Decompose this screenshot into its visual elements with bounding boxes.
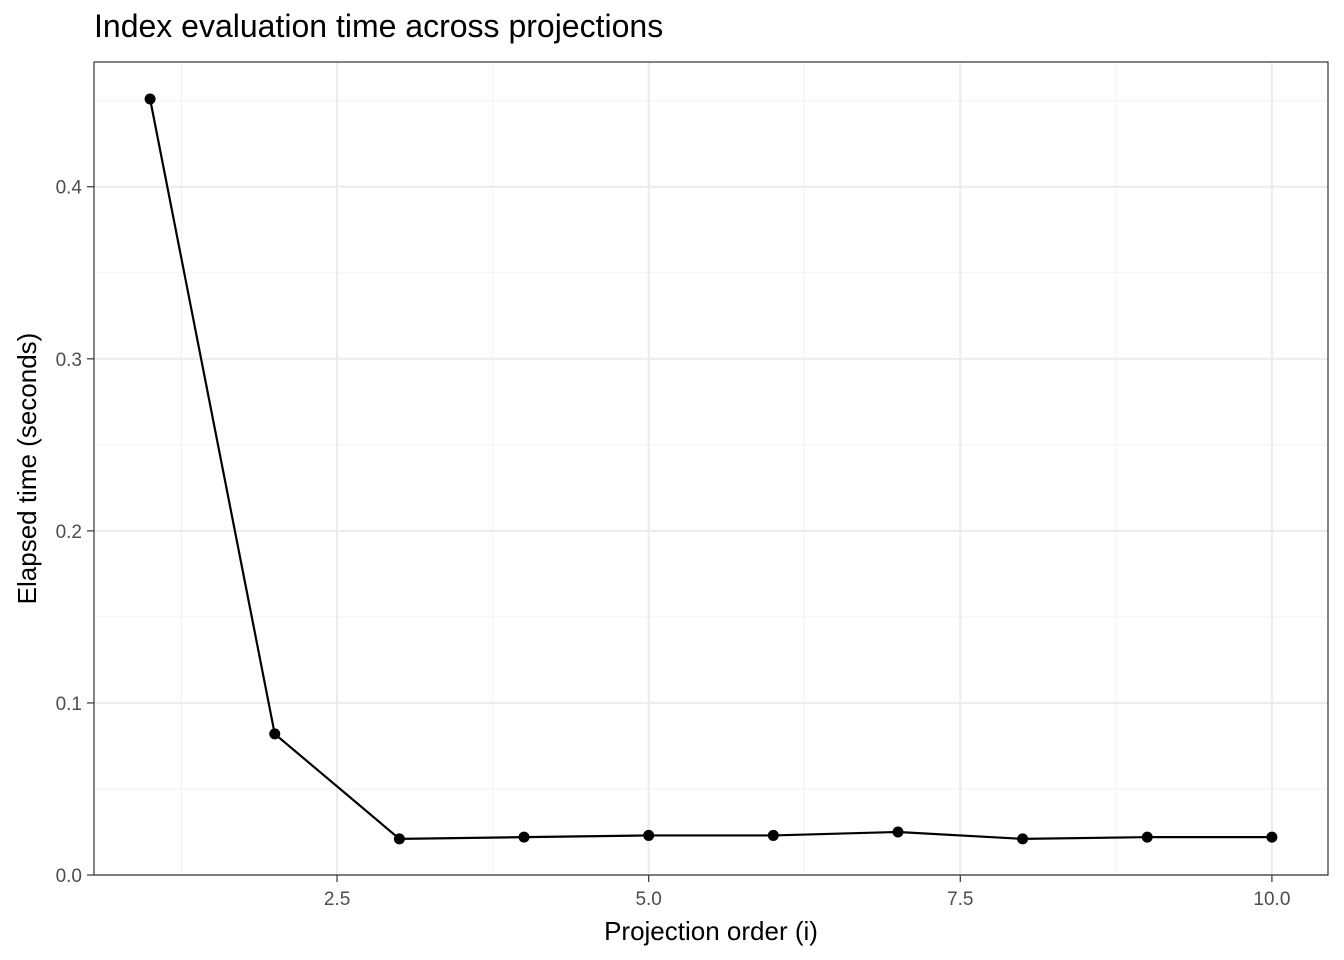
data-point — [1266, 831, 1278, 843]
major-gridlines — [94, 62, 1328, 876]
y-axis-title: Elapsed time (seconds) — [12, 333, 42, 605]
data-point — [393, 833, 405, 845]
data-point — [767, 829, 779, 841]
data-point — [1141, 831, 1153, 843]
data-point — [643, 829, 655, 841]
x-axis-title: Projection order (i) — [604, 916, 818, 946]
chart-title: Index evaluation time across projections — [94, 8, 664, 44]
y-tick-label: 0.2 — [56, 522, 82, 543]
data-point — [144, 93, 156, 105]
y-tick-label: 0.3 — [56, 350, 82, 371]
x-tick-label: 5.0 — [635, 889, 661, 910]
y-tick-label: 0.1 — [56, 694, 82, 715]
minor-gridlines — [94, 62, 1328, 875]
data-point — [892, 826, 904, 838]
x-tick-label: 10.0 — [1253, 889, 1290, 910]
x-tick-label: 2.5 — [324, 889, 350, 910]
axis-ticks: 2.5 5.0 7.5 10.0 0.0 0.1 0.2 0.3 0.4 — [56, 178, 1291, 910]
data-point — [518, 831, 530, 843]
y-tick-label: 0.4 — [56, 178, 83, 199]
panel-border — [93, 61, 1329, 876]
series-line — [149, 98, 1272, 840]
y-tick-label: 0.0 — [56, 866, 82, 887]
series-layer — [144, 93, 1278, 845]
data-point — [1017, 833, 1029, 845]
x-tick-label: 7.5 — [947, 889, 973, 910]
data-point — [269, 728, 281, 740]
